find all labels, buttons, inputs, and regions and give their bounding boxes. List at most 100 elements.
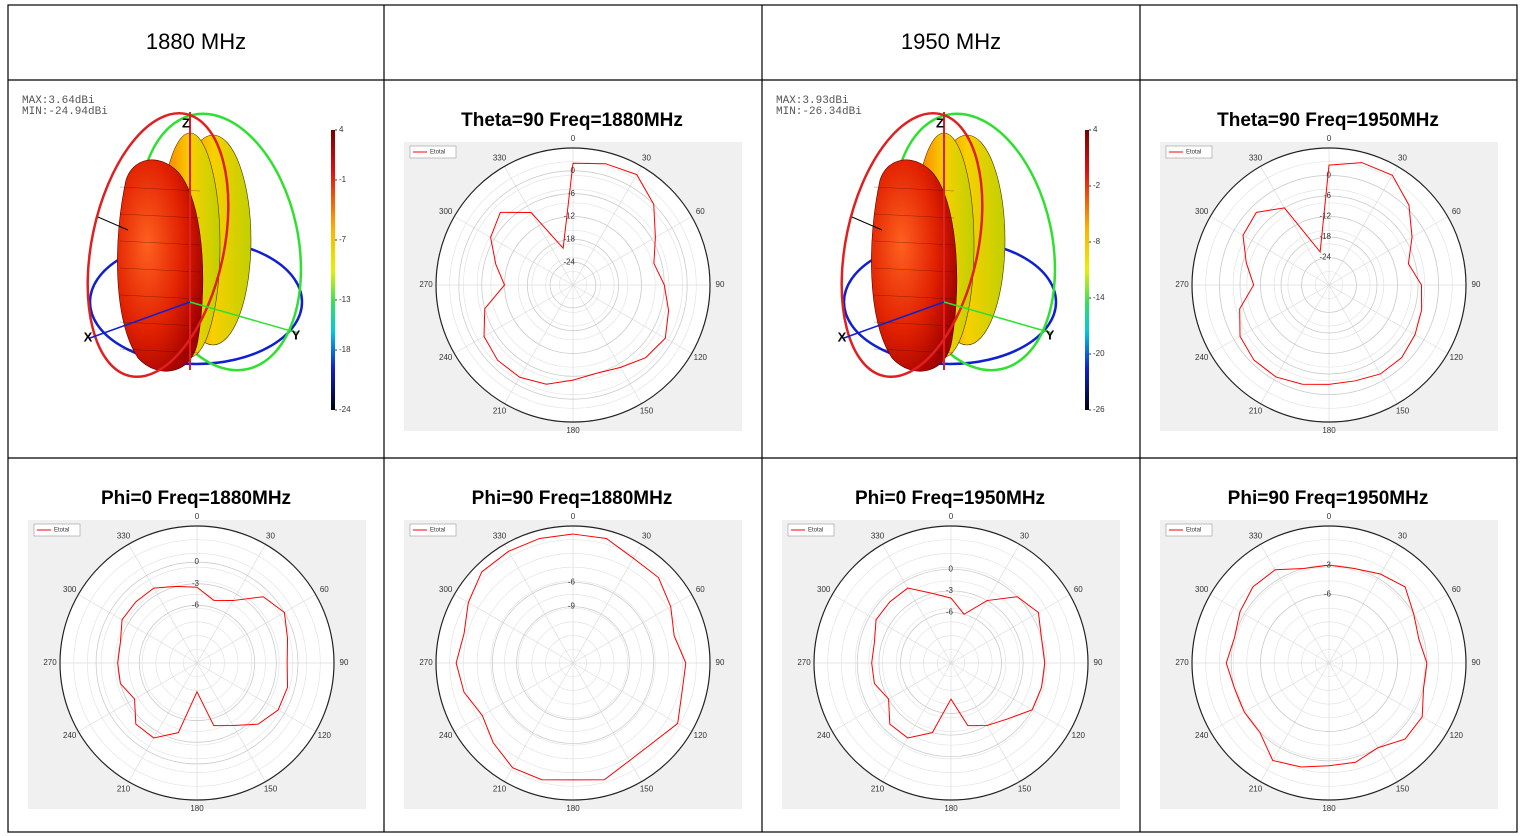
angle-label: 30 xyxy=(642,532,651,541)
angle-label: 30 xyxy=(642,154,651,163)
angle-label: 180 xyxy=(190,804,204,813)
colorbar-label: -1 xyxy=(339,175,347,184)
colorbar-label: -13 xyxy=(339,295,351,304)
angle-label: 120 xyxy=(694,353,708,362)
angle-label: 150 xyxy=(640,407,654,416)
angle-label: 90 xyxy=(1472,658,1481,667)
angle-label: 270 xyxy=(1175,658,1189,667)
angle-label: 330 xyxy=(1249,532,1263,541)
radiation-3d xyxy=(820,99,1078,390)
angle-label: 0 xyxy=(571,512,576,521)
radial-tick-label: -24 xyxy=(563,257,575,266)
angle-label: 60 xyxy=(1074,585,1083,594)
colorbar-label: -8 xyxy=(1093,237,1101,246)
angle-label: 270 xyxy=(419,658,433,667)
angle-label: 90 xyxy=(716,280,725,289)
angle-label: 240 xyxy=(63,731,77,740)
radial-tick-label: 0 xyxy=(949,564,954,573)
colorbar xyxy=(1085,130,1089,410)
angle-label: 150 xyxy=(640,785,654,794)
angle-label: 210 xyxy=(117,785,131,794)
axis-label: X xyxy=(838,329,847,344)
angle-label: 60 xyxy=(320,585,329,594)
angle-label: 60 xyxy=(696,207,705,216)
radial-tick-label: -9 xyxy=(568,602,576,611)
radial-tick-label: -6 xyxy=(946,608,954,617)
radiation-3d xyxy=(66,99,324,390)
legend-label: Etotal xyxy=(1186,150,1201,156)
radial-tick-label: -18 xyxy=(563,234,575,243)
angle-label: 330 xyxy=(493,532,507,541)
chart-title: Phi=0 Freq=1880MHz xyxy=(101,488,291,509)
angle-label: 330 xyxy=(1249,154,1263,163)
angle-label: 0 xyxy=(571,134,576,143)
angle-label: 270 xyxy=(43,658,57,667)
angle-label: 150 xyxy=(1018,785,1032,794)
colorbar-label: -18 xyxy=(339,345,351,354)
colorbar xyxy=(331,130,335,410)
angle-label: 180 xyxy=(1322,804,1336,813)
angle-label: 120 xyxy=(318,731,332,740)
angle-label: 180 xyxy=(566,804,580,813)
radial-tick-label: -12 xyxy=(1319,212,1331,221)
angle-label: 270 xyxy=(419,280,433,289)
angle-label: 300 xyxy=(63,585,77,594)
angle-label: 300 xyxy=(1195,207,1209,216)
angle-label: 0 xyxy=(1327,512,1332,521)
angle-label: 210 xyxy=(493,785,507,794)
angle-label: 30 xyxy=(266,532,275,541)
chart-title: Theta=90 Freq=1880MHz xyxy=(461,110,683,131)
axis-label: Z xyxy=(182,115,190,130)
angle-label: 300 xyxy=(1195,585,1209,594)
angle-label: 30 xyxy=(1020,532,1029,541)
header-cell: 1880 MHz xyxy=(146,29,246,54)
colorbar-label: 4 xyxy=(1093,125,1098,134)
angle-label: 120 xyxy=(1072,731,1086,740)
colorbar-label: 4 xyxy=(339,125,344,134)
angle-label: 240 xyxy=(439,353,453,362)
min-label: MIN:-26.34dBi xyxy=(776,106,862,118)
chart-title: Phi=90 Freq=1880MHz xyxy=(472,488,673,509)
angle-label: 180 xyxy=(1322,426,1336,435)
angle-label: 300 xyxy=(817,585,831,594)
axis-label: Y xyxy=(292,327,301,342)
radial-tick-label: -6 xyxy=(1324,590,1332,599)
radial-tick-label: -24 xyxy=(1319,253,1331,262)
angle-label: 60 xyxy=(1452,207,1461,216)
legend-label: Etotal xyxy=(430,150,445,156)
radial-tick-label: -6 xyxy=(568,578,576,587)
header-cell: 1950 MHz xyxy=(901,29,1001,54)
angle-label: 270 xyxy=(1175,280,1189,289)
angle-label: 0 xyxy=(949,512,954,521)
angle-label: 150 xyxy=(1396,407,1410,416)
radial-tick-label: -3 xyxy=(192,579,200,588)
angle-label: 0 xyxy=(1327,134,1332,143)
angle-label: 30 xyxy=(1398,154,1407,163)
angle-label: 330 xyxy=(871,532,885,541)
angle-label: 240 xyxy=(1195,731,1209,740)
legend-label: Etotal xyxy=(1186,528,1201,534)
radial-tick-label: -12 xyxy=(563,212,575,221)
chart-title: Phi=0 Freq=1950MHz xyxy=(855,488,1045,509)
axis-label: Z xyxy=(936,115,944,130)
angle-label: 300 xyxy=(439,207,453,216)
angle-label: 330 xyxy=(117,532,131,541)
angle-label: 90 xyxy=(1472,280,1481,289)
legend-label: Etotal xyxy=(808,528,823,534)
angle-label: 120 xyxy=(694,731,708,740)
min-label: MIN:-24.94dBi xyxy=(22,106,108,118)
radial-tick-label: -3 xyxy=(946,586,954,595)
radial-tick-label: -6 xyxy=(192,600,200,609)
legend-label: Etotal xyxy=(430,528,445,534)
colorbar-label: -2 xyxy=(1093,181,1101,190)
angle-label: 210 xyxy=(1249,407,1263,416)
angle-label: 150 xyxy=(264,785,278,794)
angle-label: 300 xyxy=(439,585,453,594)
angle-label: 240 xyxy=(1195,353,1209,362)
angle-label: 150 xyxy=(1396,785,1410,794)
radial-tick-label: 0 xyxy=(195,557,200,566)
angle-label: 90 xyxy=(340,658,349,667)
colorbar-label: -7 xyxy=(339,235,347,244)
chart-title: Theta=90 Freq=1950MHz xyxy=(1217,110,1439,131)
angle-label: 90 xyxy=(1094,658,1103,667)
